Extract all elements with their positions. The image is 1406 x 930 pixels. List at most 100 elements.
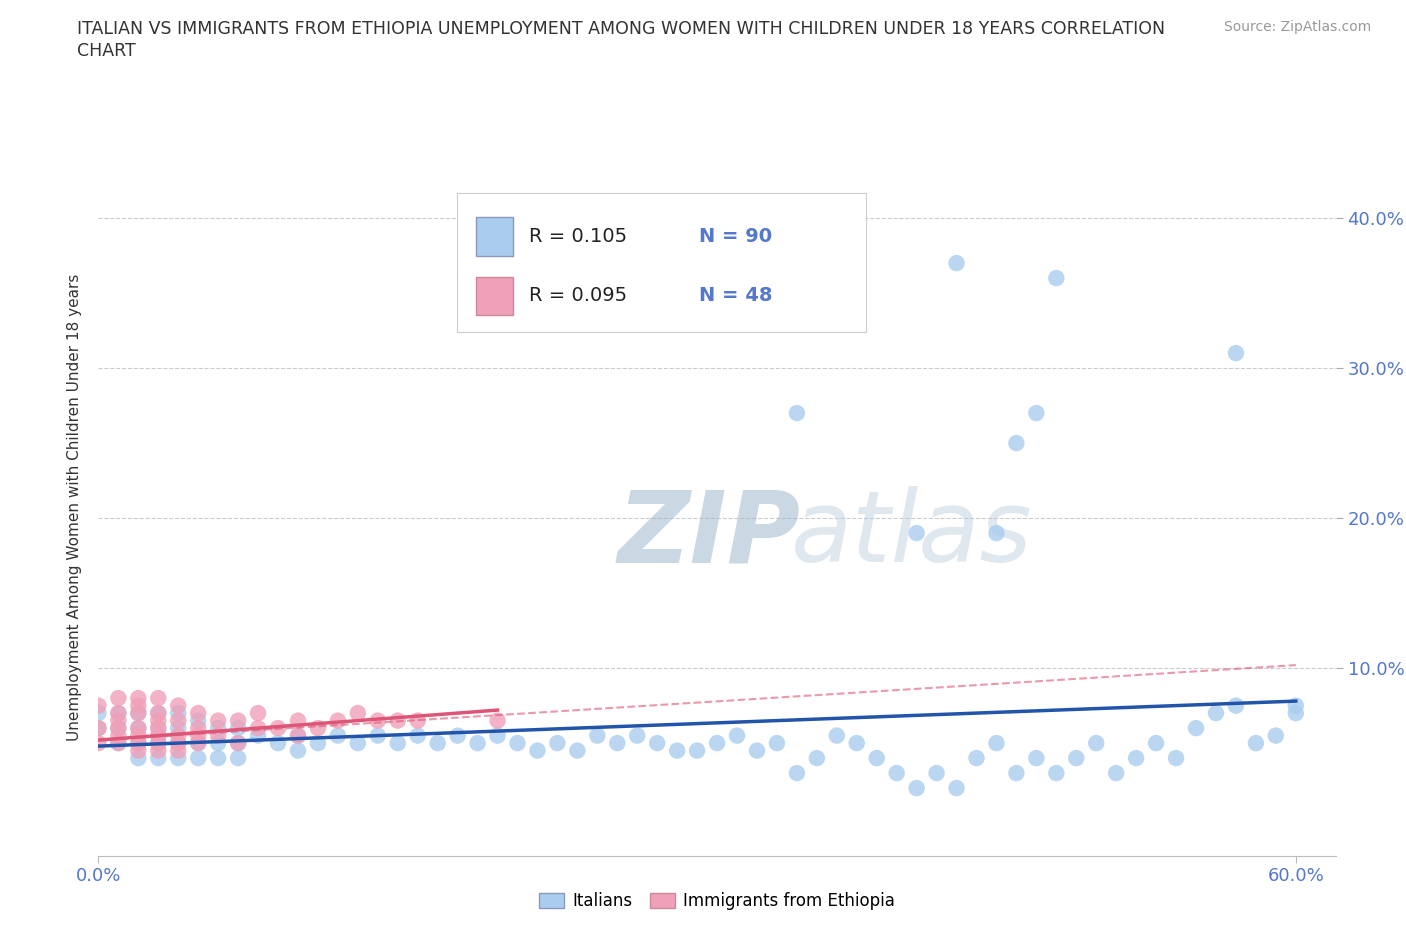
Point [167, 743, 190, 758]
Legend: Italians, Immigrants from Ethiopia: Italians, Immigrants from Ethiopia [533, 885, 901, 917]
Point [148, 721, 170, 736]
Point [1025, 751, 1047, 765]
Text: R = 0.105: R = 0.105 [529, 227, 627, 246]
Point [167, 698, 190, 713]
Point [287, 728, 309, 743]
Point [446, 728, 468, 743]
Point [107, 736, 129, 751]
Point [845, 736, 868, 751]
Point [187, 736, 209, 751]
Point [207, 713, 229, 728]
Point [945, 780, 967, 795]
Point [87, 698, 110, 713]
Point [127, 736, 149, 751]
Point [546, 736, 568, 751]
Point [87, 736, 110, 751]
Point [287, 743, 309, 758]
FancyBboxPatch shape [457, 193, 866, 333]
Point [148, 743, 170, 758]
Point [307, 721, 329, 736]
Point [966, 751, 988, 765]
Point [187, 713, 209, 728]
Point [1045, 271, 1067, 286]
Point [226, 736, 249, 751]
Point [148, 728, 170, 743]
Point [1025, 405, 1047, 420]
Point [1285, 706, 1308, 721]
Point [367, 728, 389, 743]
Point [127, 751, 149, 765]
Point [127, 728, 149, 743]
Point [986, 736, 1008, 751]
Point [925, 765, 948, 780]
Point [247, 721, 270, 736]
Point [326, 728, 349, 743]
Point [986, 525, 1008, 540]
Point [187, 751, 209, 765]
Point [148, 721, 170, 736]
Point [347, 736, 370, 751]
Point [107, 721, 129, 736]
Text: CHART: CHART [77, 42, 136, 60]
Point [127, 743, 149, 758]
Point [107, 736, 129, 751]
Point [187, 721, 209, 736]
Point [148, 728, 170, 743]
Point [167, 713, 190, 728]
Point [167, 736, 190, 751]
Point [127, 736, 149, 751]
Point [107, 721, 129, 736]
Point [905, 525, 928, 540]
Point [945, 256, 967, 271]
Point [226, 721, 249, 736]
Text: Source: ZipAtlas.com: Source: ZipAtlas.com [1223, 20, 1371, 34]
Point [107, 706, 129, 721]
Point [167, 736, 190, 751]
Text: N = 90: N = 90 [699, 227, 772, 246]
Point [307, 736, 329, 751]
Point [725, 728, 748, 743]
Point [825, 728, 848, 743]
Point [1085, 736, 1108, 751]
Point [1105, 765, 1128, 780]
Point [866, 751, 889, 765]
Point [1264, 728, 1286, 743]
Point [886, 765, 908, 780]
Point [187, 736, 209, 751]
Point [347, 706, 370, 721]
Point [1164, 751, 1187, 765]
Point [406, 713, 429, 728]
Point [148, 691, 170, 706]
Point [486, 713, 509, 728]
Point [127, 698, 149, 713]
Point [606, 736, 628, 751]
Point [626, 728, 648, 743]
Point [127, 721, 149, 736]
Point [786, 765, 808, 780]
Point [148, 736, 170, 751]
Point [645, 736, 668, 751]
Point [127, 721, 149, 736]
Y-axis label: Unemployment Among Women with Children Under 18 years: Unemployment Among Women with Children U… [67, 273, 83, 740]
Text: atlas: atlas [792, 486, 1033, 583]
Point [287, 728, 309, 743]
Point [226, 751, 249, 765]
Point [247, 706, 270, 721]
Point [87, 721, 110, 736]
Point [786, 405, 808, 420]
Point [1225, 698, 1247, 713]
Point [207, 721, 229, 736]
Point [87, 721, 110, 736]
Point [326, 713, 349, 728]
Point [226, 713, 249, 728]
Point [148, 706, 170, 721]
Point [486, 728, 509, 743]
Point [526, 743, 548, 758]
Point [127, 706, 149, 721]
Point [167, 706, 190, 721]
FancyBboxPatch shape [475, 218, 513, 256]
Point [107, 713, 129, 728]
Point [167, 751, 190, 765]
Point [1005, 435, 1028, 450]
Point [287, 713, 309, 728]
